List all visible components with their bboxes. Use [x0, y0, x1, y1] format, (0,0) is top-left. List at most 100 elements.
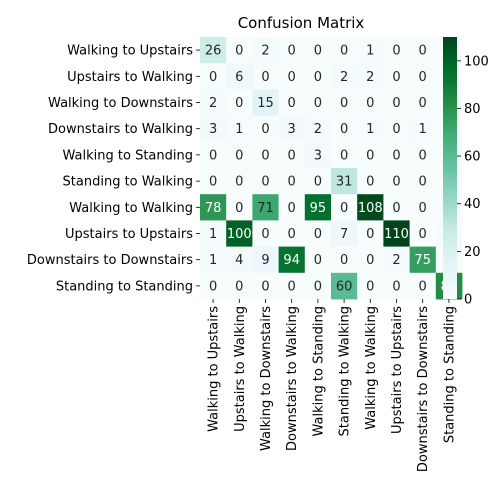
heatmap-cell	[331, 63, 358, 90]
heatmap-cell	[278, 168, 306, 195]
cell-value-label: 3	[314, 148, 322, 163]
heatmap-cell	[409, 220, 437, 247]
heatmap-cell	[331, 220, 358, 247]
cell-value-label: 0	[366, 279, 374, 294]
heatmap-cell	[200, 246, 227, 274]
heatmap-cell	[304, 63, 332, 90]
cell-value-label: 0	[288, 148, 296, 163]
cell-value-label: 0	[419, 175, 427, 190]
heatmap-cell	[252, 246, 279, 274]
colorbar-tick-label: 100	[464, 54, 489, 69]
cell-value-label: 0	[392, 175, 400, 190]
heatmap-cell	[383, 246, 410, 274]
heatmap-cell	[331, 37, 358, 64]
cell-value-label: 0	[419, 148, 427, 163]
heatmap-cell	[383, 220, 410, 247]
cell-value-label: 0	[288, 227, 296, 242]
heatmap-cell	[383, 115, 410, 143]
heatmap-cell	[383, 37, 410, 64]
cell-value-label: 9	[261, 253, 269, 268]
heatmap-cell	[331, 246, 358, 274]
x-tick-label: Standing to Walking	[338, 306, 353, 436]
x-tick-label: Standing to Standing	[442, 306, 457, 443]
heatmap-cell	[331, 194, 358, 221]
cell-value-label: 0	[314, 279, 322, 294]
cell-value-label: 0	[392, 70, 400, 85]
cell-value-label: 0	[340, 122, 348, 137]
colorbar-tick-label: 20	[464, 245, 481, 260]
cell-value-label: 71	[257, 201, 274, 216]
cell-value-label: 0	[366, 96, 374, 111]
heatmap-cell	[304, 194, 332, 221]
cell-value-label: 0	[314, 175, 322, 190]
cell-value-label: 0	[419, 227, 427, 242]
y-tick-label: Walking to Downstairs	[48, 96, 193, 111]
heatmap-cell	[357, 272, 384, 300]
colorbar-tick-label: 40	[464, 197, 481, 212]
heatmap-cell	[357, 141, 384, 169]
heatmap-cell	[278, 272, 306, 300]
heatmap-cell	[409, 246, 437, 274]
heatmap-cell	[200, 37, 227, 64]
heatmap-cell	[304, 220, 332, 247]
heatmap-cell	[226, 141, 253, 169]
heatmap-cell	[409, 63, 437, 90]
cell-value-label: 2	[261, 44, 269, 59]
cell-value-label: 1	[209, 227, 217, 242]
heatmap-cell	[304, 168, 332, 195]
heatmap-cell	[278, 220, 306, 247]
cell-value-label: 3	[288, 122, 296, 137]
heatmap-cell	[226, 37, 253, 64]
cell-value-label: 0	[314, 70, 322, 85]
heatmap-cell	[383, 89, 410, 116]
y-tick-label: Walking to Upstairs	[67, 44, 193, 59]
heatmap-cell	[357, 220, 384, 247]
colorbar-tick-label: 60	[464, 150, 481, 165]
heatmap-cell	[331, 168, 358, 195]
cell-value-label: 0	[209, 70, 217, 85]
cell-value-label: 0	[340, 96, 348, 111]
cell-value-label: 31	[336, 175, 353, 190]
heatmap-cell	[409, 115, 437, 143]
heatmap-cell	[331, 115, 358, 143]
cell-value-label: 26	[205, 44, 222, 59]
cell-value-label: 2	[340, 70, 348, 85]
heatmap-cell	[278, 115, 306, 143]
heatmap-cell	[409, 89, 437, 116]
cell-value-label: 0	[419, 96, 427, 111]
heatmap-cell	[409, 168, 437, 195]
heatmap-cell	[226, 194, 253, 221]
heatmap-cell	[278, 141, 306, 169]
heatmap-cell	[331, 272, 358, 300]
cell-value-label: 1	[419, 122, 427, 137]
heatmap-cell	[278, 194, 306, 221]
cell-value-label: 3	[209, 122, 217, 137]
heatmap-cell	[409, 141, 437, 169]
x-tick-label: Downstairs to Walking	[285, 306, 300, 451]
cell-value-label: 0	[392, 148, 400, 163]
cell-value-label: 108	[358, 201, 383, 216]
heatmap-cells: 2602000100006000220002015000000031032010…	[200, 37, 463, 300]
cell-value-label: 0	[392, 96, 400, 111]
heatmap-cell	[252, 168, 279, 195]
cell-value-label: 0	[314, 253, 322, 268]
cell-value-label: 1	[235, 122, 243, 137]
cell-value-label: 0	[419, 44, 427, 59]
heatmap-cell	[226, 89, 253, 116]
heatmap-cell	[357, 168, 384, 195]
cell-value-label: 0	[314, 44, 322, 59]
heatmap-cell	[252, 141, 279, 169]
heatmap-cell	[200, 220, 227, 247]
cell-value-label: 94	[283, 253, 300, 268]
heatmap-cell	[304, 115, 332, 143]
cell-value-label: 0	[419, 70, 427, 85]
cell-value-label: 0	[419, 201, 427, 216]
cell-value-label: 0	[288, 175, 296, 190]
colorbar-tick-label: 80	[464, 102, 481, 117]
cell-value-label: 6	[235, 70, 243, 85]
heatmap-cell	[409, 37, 437, 64]
heatmap-cell	[278, 89, 306, 116]
heatmap-cell	[383, 141, 410, 169]
cell-value-label: 0	[261, 148, 269, 163]
